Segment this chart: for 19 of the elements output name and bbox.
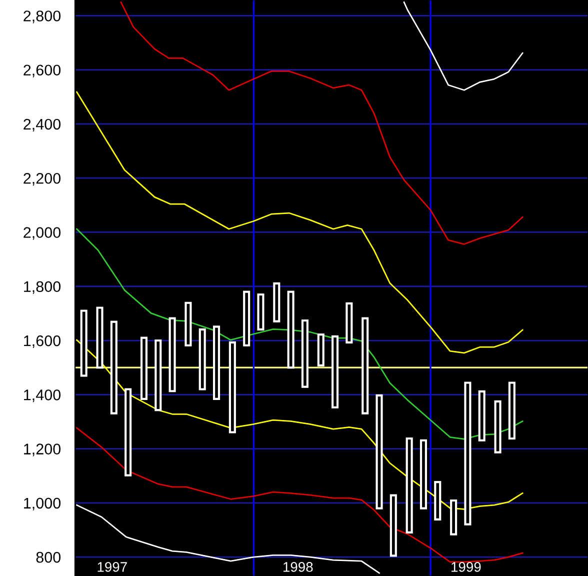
- x-tick-label: 1999: [452, 562, 481, 572]
- y-tick-label: 800: [36, 552, 61, 563]
- x-tick-label: 1998: [284, 562, 313, 572]
- line-series: [76, 504, 380, 574]
- line-series: [76, 91, 524, 354]
- y-tick-label: 2,200: [24, 172, 61, 186]
- y-tick-label: 1,800: [24, 281, 61, 294]
- line-series: [403, 1, 524, 91]
- y-tick-label: 2,000: [24, 227, 61, 240]
- y-tick-label: 1,400: [24, 390, 61, 402]
- x-tick-label: 1997: [98, 562, 127, 572]
- y-tick-label: 1,600: [24, 335, 61, 348]
- y-tick-label: 1,200: [24, 444, 61, 456]
- y-tick-label: 1,000: [24, 498, 61, 510]
- line-series: [76, 427, 524, 563]
- y-tick-label: 2,400: [24, 118, 61, 132]
- y-tick-label: 2,800: [24, 10, 61, 24]
- line-series: [120, 1, 524, 245]
- y-tick-label: 2,600: [24, 64, 61, 78]
